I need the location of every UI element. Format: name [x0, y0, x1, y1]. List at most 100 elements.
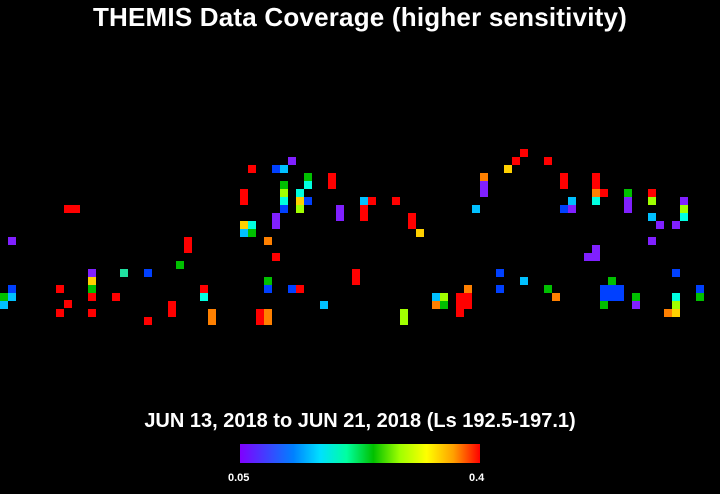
coverage-footprint	[520, 277, 528, 285]
coverage-footprint	[440, 293, 448, 301]
coverage-footprint	[248, 229, 256, 237]
coverage-footprint	[696, 293, 704, 301]
coverage-footprint	[264, 285, 272, 293]
coverage-footprint	[680, 205, 688, 213]
coverage-footprint	[680, 197, 688, 205]
coverage-footprint	[432, 301, 440, 309]
coverage-footprint	[112, 293, 120, 301]
coverage-footprint	[632, 301, 640, 309]
coverage-footprint	[240, 189, 248, 205]
coverage-footprint	[672, 269, 680, 277]
coverage-footprint	[544, 157, 552, 165]
coverage-footprint	[592, 197, 600, 205]
coverage-footprint	[280, 197, 288, 205]
coverage-footprint	[480, 173, 488, 181]
coverage-footprint	[280, 189, 288, 197]
coverage-footprint	[696, 285, 704, 293]
coverage-footprint	[176, 261, 184, 269]
coverage-footprint	[56, 285, 64, 293]
coverage-footprint	[504, 165, 512, 173]
coverage-footprint	[648, 197, 656, 205]
coverage-footprint	[248, 165, 256, 173]
coverage-footprint	[648, 189, 656, 197]
coverage-footprint	[208, 309, 216, 325]
coverage-footprint	[88, 285, 96, 293]
coverage-footprint	[400, 309, 408, 325]
coverage-footprint	[272, 213, 280, 229]
coverage-footprint	[256, 309, 264, 325]
colorbar-min-label: 0.05	[228, 472, 250, 484]
coverage-footprint	[288, 157, 296, 165]
coverage-footprint	[456, 293, 464, 309]
coverage-footprint	[560, 205, 568, 213]
coverage-footprint	[584, 253, 592, 261]
coverage-footprint	[88, 309, 96, 317]
coverage-footprint	[456, 309, 464, 317]
coverage-footprint	[264, 237, 272, 245]
coverage-footprint	[360, 205, 368, 221]
coverage-footprint	[64, 205, 80, 213]
coverage-footprint	[648, 237, 656, 245]
coverage-footprint	[416, 229, 424, 237]
coverage-footprint	[328, 173, 336, 189]
coverage-footprint	[272, 253, 280, 261]
coverage-footprint	[296, 205, 304, 213]
coverage-footprint	[432, 293, 440, 301]
coverage-footprint	[0, 293, 8, 301]
coverage-footprint	[496, 269, 504, 277]
coverage-footprint	[144, 317, 152, 325]
coverage-footprint	[544, 285, 552, 293]
coverage-footprint	[144, 269, 152, 277]
date-range-label: JUN 13, 2018 to JUN 21, 2018 (Ls 192.5-1…	[144, 410, 576, 432]
coverage-footprint	[200, 285, 208, 293]
coverage-footprint	[264, 277, 272, 285]
coverage-footprint	[120, 269, 128, 277]
coverage-footprint	[288, 285, 296, 293]
coverage-footprint	[8, 237, 16, 245]
coverage-footprint	[680, 213, 688, 221]
coverage-footprint	[600, 189, 608, 197]
coverage-footprint	[592, 173, 600, 189]
coverage-footprint	[672, 221, 680, 229]
colorbar-max-label: 0.4	[469, 472, 485, 484]
coverage-footprint	[240, 221, 248, 229]
coverage-footprint	[408, 213, 416, 229]
coverage-footprint	[616, 285, 624, 301]
coverage-footprint	[608, 277, 616, 285]
coverage-footprint	[304, 173, 312, 181]
coverage-footprint	[88, 277, 96, 285]
coverage-footprint	[464, 293, 472, 309]
coverage-footprint	[624, 189, 632, 197]
coverage-footprint	[672, 309, 680, 317]
coverage-footprint	[296, 197, 304, 205]
coverage-footprint	[280, 205, 288, 213]
coverage-footprint	[592, 245, 600, 261]
page-title: THEMIS Data Coverage (higher sensitivity…	[92, 2, 628, 32]
coverage-footprint	[264, 309, 272, 325]
colorbar	[240, 444, 480, 463]
coverage-footprint	[296, 285, 304, 293]
coverage-footprint	[8, 293, 16, 301]
coverage-footprint	[0, 301, 8, 309]
coverage-footprint	[304, 181, 312, 189]
coverage-footprint	[480, 181, 488, 197]
coverage-footprint	[280, 181, 288, 189]
coverage-footprint	[472, 205, 480, 213]
coverage-footprint	[280, 165, 288, 173]
coverage-footprint	[656, 221, 664, 229]
coverage-footprint	[464, 285, 472, 293]
coverage-footprint	[8, 285, 16, 293]
coverage-footprint	[240, 229, 248, 237]
coverage-footprint	[296, 189, 304, 197]
coverage-footprint	[200, 293, 208, 301]
coverage-footprint	[88, 269, 96, 277]
coverage-footprint	[664, 309, 672, 317]
coverage-footprint	[184, 237, 192, 253]
coverage-footprint	[672, 301, 680, 309]
coverage-footprint	[360, 197, 368, 205]
coverage-footprint	[336, 205, 344, 221]
coverage-footprint	[552, 293, 560, 301]
coverage-footprint	[272, 165, 280, 173]
coverage-footprint	[392, 197, 400, 205]
coverage-footprint	[64, 300, 72, 308]
